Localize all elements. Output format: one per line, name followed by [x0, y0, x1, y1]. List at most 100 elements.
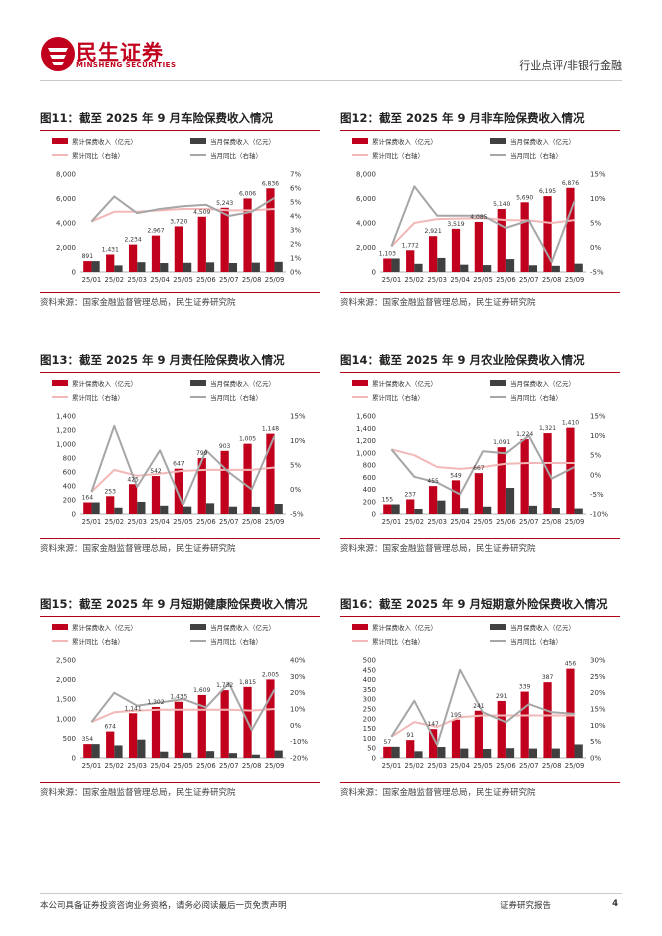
cum-premium-data-label: 1,091: [493, 439, 510, 446]
month-premium-bar: [437, 257, 446, 272]
y-right-tick-label: 5%: [590, 738, 601, 746]
month-premium-bar: [483, 265, 492, 272]
month-premium-bar: [574, 508, 583, 514]
cum-premium-data-label: 1,321: [539, 425, 556, 432]
cum-premium-data-label: 253: [104, 488, 116, 495]
legend-swatch-0: [352, 380, 368, 386]
y-right-tick-label: 20%: [290, 689, 306, 697]
y-left-tick-label: 4,000: [356, 220, 376, 228]
x-tick-label: 25/06: [496, 518, 516, 526]
cum-yoy-line: [90, 466, 275, 493]
month-premium-bar: [137, 739, 146, 758]
legend-label-1: 当月保费收入（亿元）: [210, 623, 275, 632]
cum-premium-bar: [428, 236, 438, 272]
month-yoy-line: [390, 185, 576, 264]
x-tick-label: 25/07: [519, 518, 539, 526]
x-tick-label: 25/02: [105, 762, 125, 770]
x-tick-label: 25/09: [265, 518, 285, 526]
month-premium-bar: [160, 263, 169, 272]
month-premium-bar: [274, 503, 283, 514]
y-left-tick-label: 1,000: [56, 441, 76, 449]
y-right-tick-label: -5%: [290, 511, 304, 519]
cum-premium-data-label: 195: [450, 712, 462, 719]
y-left-tick-label: 0: [72, 269, 76, 277]
x-tick-label: 25/09: [565, 762, 585, 770]
cum-premium-bar: [383, 258, 392, 272]
y-left-tick-label: 50: [367, 745, 376, 753]
x-tick-label: 25/07: [219, 276, 239, 284]
x-tick-label: 25/07: [219, 762, 239, 770]
x-tick-label: 25/04: [450, 276, 470, 284]
month-premium-bar: [251, 754, 260, 758]
cum-premium-data-label: 387: [542, 674, 554, 681]
x-tick-label: 25/05: [173, 276, 193, 284]
cum-premium-bar: [520, 202, 529, 272]
cum-premium-data-label: 799: [196, 450, 208, 457]
cum-premium-bar: [543, 682, 552, 758]
cum-premium-data-label: 1,224: [516, 431, 533, 438]
month-premium-bar: [114, 507, 123, 514]
cum-premium-data-label: 2,967: [147, 228, 164, 235]
legend-label-1: 当月保费收入（亿元）: [210, 137, 275, 146]
cum-premium-bar: [197, 216, 206, 272]
legend-label-1: 当月保费收入（亿元）: [210, 379, 275, 388]
cum-premium-bar: [151, 706, 161, 758]
month-premium-bar: [505, 488, 515, 514]
y-right-tick-label: 0%: [290, 722, 301, 730]
month-premium-bar: [91, 744, 100, 758]
cum-premium-data-label: 425: [127, 476, 139, 483]
month-premium-bar: [228, 753, 238, 758]
cum-premium-data-label: 241: [473, 703, 485, 710]
legend-label-0: 累计保费收入（亿元）: [72, 379, 137, 388]
month-premium-bar: [551, 748, 560, 758]
y-left-tick-label: 1,600: [356, 413, 376, 421]
chart-fig13: 累计保费收入（亿元） 当月保费收入（亿元） 累计同比（右轴） 当月同比（右轴） 0 200…: [52, 379, 306, 526]
x-tick-label: 25/06: [496, 276, 516, 284]
y-right-tick-label: 5%: [290, 199, 301, 207]
month-premium-bar: [391, 258, 400, 272]
y-right-tick-label: 0%: [590, 755, 601, 763]
cum-premium-bar: [83, 744, 92, 758]
source-divider: [340, 538, 620, 539]
x-tick-label: 25/01: [382, 518, 402, 526]
y-left-tick-label: 400: [363, 486, 376, 494]
legend-label-1: 当月保费收入（亿元）: [510, 623, 575, 632]
y-left-tick-label: 0: [72, 511, 76, 519]
cum-premium-data-label: 2,005: [262, 671, 279, 678]
x-tick-label: 25/01: [382, 276, 402, 284]
logo-english-name: MINSHENG SECURITIES: [76, 61, 177, 69]
y-left-tick-label: 600: [63, 469, 76, 477]
month-yoy-line: [390, 434, 576, 496]
month-premium-bar: [160, 505, 169, 514]
cum-premium-data-label: 91: [406, 732, 414, 739]
legend-swatch-1: [190, 380, 206, 386]
month-premium-bar: [205, 751, 215, 758]
figure-title: 图16：截至 2025 年 9 月短期意外险保费收入情况: [340, 596, 620, 617]
source-note: 资料来源：国家金融监督管理总局，民生证券研究院: [340, 298, 536, 308]
month-premium-bar: [460, 264, 469, 272]
x-tick-label: 25/07: [519, 762, 539, 770]
x-tick-label: 25/05: [473, 762, 493, 770]
y-left-tick-label: 0: [372, 269, 376, 277]
cum-premium-bar: [406, 499, 415, 514]
y-right-tick-label: 30%: [590, 657, 606, 665]
x-tick-label: 25/04: [450, 518, 470, 526]
month-premium-bar: [483, 748, 492, 758]
y-left-tick-label: 2,000: [356, 244, 376, 252]
cum-premium-bar: [128, 484, 138, 514]
source-note: 资料来源：国家金融监督管理总局，民生证券研究院: [40, 544, 236, 554]
y-left-tick-label: 250: [363, 706, 376, 714]
cum-premium-data-label: 667: [473, 465, 485, 472]
cum-premium-data-label: 4,509: [193, 209, 210, 216]
x-tick-label: 25/01: [82, 762, 102, 770]
month-premium-bar: [528, 748, 538, 758]
y-right-tick-label: 5%: [590, 452, 601, 460]
cum-premium-bar: [220, 690, 229, 758]
y-left-tick-label: 0: [72, 755, 76, 763]
x-tick-label: 25/04: [450, 762, 470, 770]
source-divider: [40, 292, 320, 293]
y-left-tick-label: 6,000: [56, 195, 76, 203]
legend-swatch-0: [352, 624, 368, 630]
cum-premium-data-label: 5,690: [516, 194, 533, 201]
cum-premium-bar: [451, 480, 461, 514]
